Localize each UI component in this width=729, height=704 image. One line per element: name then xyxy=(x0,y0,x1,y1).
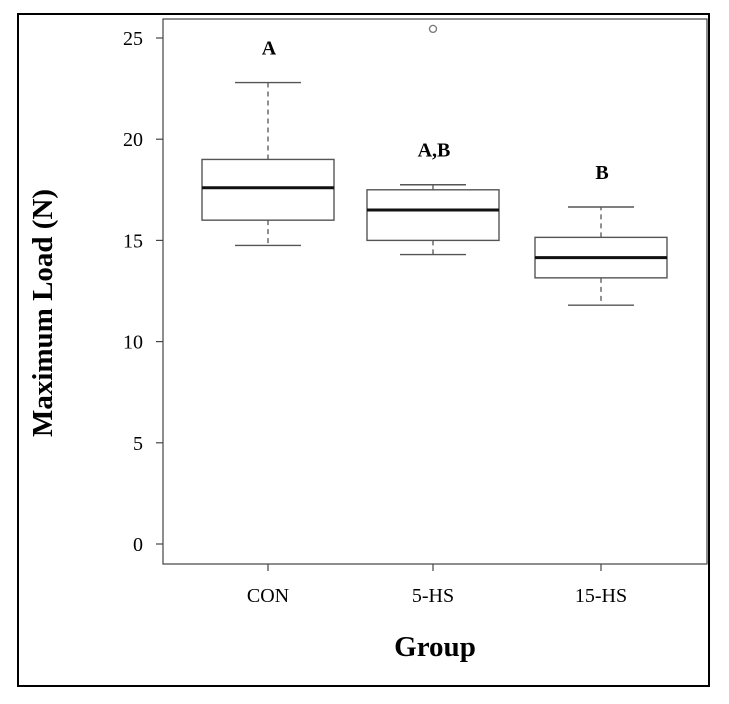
y-tick-label: 20 xyxy=(123,129,143,151)
y-axis-title: Maximum Load (N) xyxy=(27,189,59,437)
x-tick-label: CON xyxy=(247,585,289,607)
iqr-box xyxy=(201,158,335,221)
plot-area xyxy=(162,18,708,565)
y-tick-label: 10 xyxy=(123,332,143,354)
significance-letters: A A,B B xyxy=(262,38,609,184)
box-CON xyxy=(201,81,335,247)
y-tick-label: 5 xyxy=(133,433,143,455)
significance-letter: A xyxy=(262,38,277,60)
y-tick-label: 0 xyxy=(133,534,143,556)
x-tick-label: 15-HS xyxy=(575,585,627,607)
significance-letter: B xyxy=(595,162,608,184)
x-axis-title: Group xyxy=(394,631,476,663)
y-tick-label: 25 xyxy=(123,28,143,50)
outlier-point xyxy=(428,24,438,34)
y-tick-label: 15 xyxy=(123,230,143,252)
boxes xyxy=(201,24,668,306)
x-axis: CON 5-HS 15-HS xyxy=(247,564,627,607)
y-axis: 0 5 10 15 20 25 xyxy=(123,28,163,556)
iqr-box xyxy=(366,189,500,242)
significance-letter: A,B xyxy=(418,140,451,162)
figure-frame xyxy=(17,13,710,687)
box-5-HS xyxy=(366,24,500,256)
x-tick-label: 5-HS xyxy=(412,585,454,607)
box-15-HS xyxy=(534,206,668,306)
